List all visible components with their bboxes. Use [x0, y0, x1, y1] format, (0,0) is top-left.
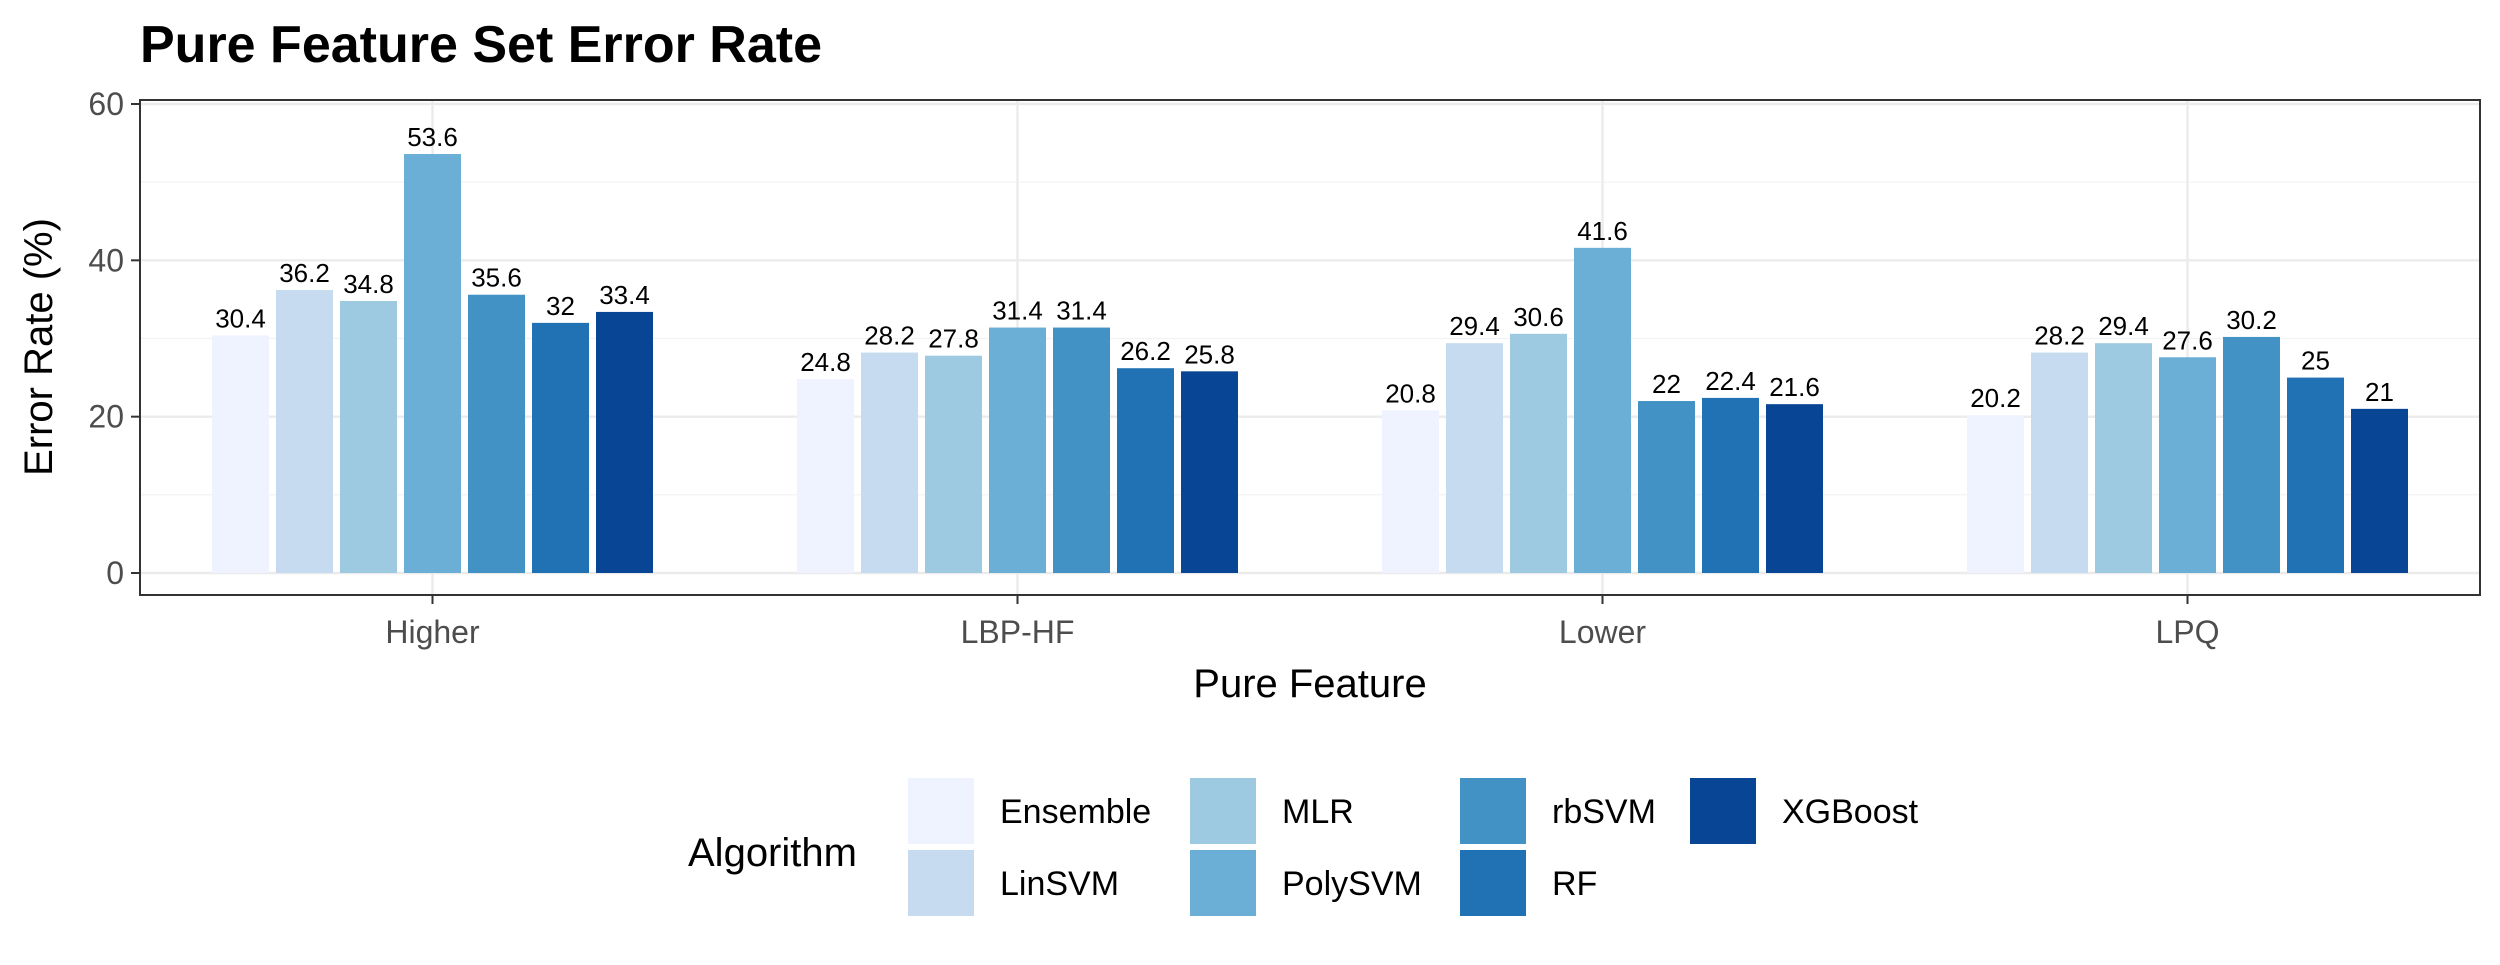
data-labels: 30.4 36.2 34.8 53.6 35.6 32 33.4 24.8 28.2 27.8 31…	[215, 122, 2394, 413]
bar-rbsvm-lpq	[2223, 336, 2280, 573]
y-tick-label: 0	[106, 555, 124, 591]
bar-linsvm-lbp-hf	[861, 352, 918, 573]
legend-swatch	[1690, 778, 1756, 844]
legend-item-ensemble: Ensemble	[908, 778, 1151, 844]
data-label: 20.8	[1385, 378, 1436, 408]
data-label: 24.8	[800, 347, 851, 377]
legend-items: Ensemble LinSVM MLR PolySVM rbSVM RF XGBoost	[908, 778, 1919, 916]
data-label: 27.6	[2162, 325, 2213, 355]
legend-item-rf: RF	[1460, 850, 1597, 916]
legend-swatch	[1190, 850, 1256, 916]
legend-item-rbsvm: rbSVM	[1460, 778, 1656, 844]
data-label: 21.6	[1769, 372, 1820, 402]
bar-xgboost-lower	[1766, 404, 1823, 573]
data-label: 29.4	[2098, 311, 2149, 341]
x-tick-label: Lower	[1559, 614, 1647, 650]
legend-label: MLR	[1282, 793, 1354, 831]
y-axis: 0 20 40 60	[88, 86, 140, 591]
bar-ensemble-lpq	[1967, 415, 2024, 573]
legend: Algorithm Ensemble LinSVM MLR PolySVM rbSVM R…	[688, 778, 1919, 916]
x-tick-label: Higher	[385, 614, 480, 650]
data-label: 31.4	[1056, 296, 1107, 326]
data-label: 34.8	[343, 269, 394, 299]
data-label: 41.6	[1577, 216, 1628, 246]
chart-title: Pure Feature Set Error Rate	[140, 16, 822, 74]
data-label: 35.6	[471, 263, 522, 293]
grid-lines	[140, 100, 2480, 595]
data-label: 30.6	[1513, 302, 1564, 332]
legend-label: rbSVM	[1552, 793, 1656, 831]
bar-linsvm-higher	[276, 290, 333, 573]
bar-polysvm-lower	[1574, 247, 1631, 573]
bar-ensemble-lbp-hf	[797, 379, 854, 573]
legend-item-mlr: MLR	[1190, 778, 1354, 844]
data-label: 29.4	[1449, 311, 1500, 341]
legend-label: RF	[1552, 865, 1597, 903]
legend-item-xgboost: XGBoost	[1690, 778, 1919, 844]
data-label: 27.8	[928, 324, 979, 354]
bar-linsvm-lpq	[2031, 352, 2088, 573]
legend-swatch	[908, 850, 974, 916]
x-axis-title: Pure Feature	[1193, 662, 1426, 706]
bar-polysvm-lbp-hf	[989, 327, 1046, 573]
data-label: 30.4	[215, 303, 266, 333]
legend-swatch	[908, 778, 974, 844]
data-label: 32	[546, 291, 575, 321]
data-label: 22.4	[1705, 366, 1756, 396]
bar-rbsvm-higher	[468, 294, 525, 573]
y-tick-label: 20	[88, 399, 124, 435]
bar-mlr-higher	[340, 300, 397, 573]
bar-rf-higher	[532, 322, 589, 573]
legend-swatch	[1190, 778, 1256, 844]
bars	[212, 154, 2408, 573]
plot-panel	[139, 99, 2481, 596]
bar-mlr-lower	[1510, 333, 1567, 573]
legend-swatch	[1460, 850, 1526, 916]
y-tick-label: 60	[88, 86, 124, 122]
data-label: 36.2	[279, 258, 330, 288]
x-axis: Higher LBP-HF Lower LPQ	[385, 595, 2220, 650]
legend-label: PolySVM	[1282, 865, 1422, 903]
data-label: 25	[2301, 346, 2330, 376]
legend-label: XGBoost	[1782, 793, 1919, 831]
bar-mlr-lbp-hf	[925, 355, 982, 573]
bar-mlr-lpq	[2095, 343, 2152, 573]
data-label: 22	[1652, 369, 1681, 399]
bar-xgboost-lpq	[2351, 408, 2408, 573]
legend-item-polysvm: PolySVM	[1190, 850, 1422, 916]
bar-ensemble-higher	[212, 335, 269, 573]
bar-rf-lpq	[2287, 377, 2344, 573]
data-label: 28.2	[2034, 321, 2085, 351]
legend-title: Algorithm	[688, 831, 857, 875]
legend-label: Ensemble	[1000, 793, 1151, 831]
y-tick-label: 40	[88, 242, 124, 278]
data-label: 21	[2365, 377, 2394, 407]
bar-ensemble-lower	[1382, 410, 1439, 573]
data-label: 33.4	[599, 280, 650, 310]
x-tick-label: LPQ	[2155, 614, 2219, 650]
bar-linsvm-lower	[1446, 343, 1503, 573]
legend-item-linsvm: LinSVM	[908, 850, 1119, 916]
data-label: 25.8	[1184, 339, 1235, 369]
bar-xgboost-higher	[596, 311, 653, 573]
bar-rbsvm-lbp-hf	[1053, 327, 1110, 573]
x-tick-label: LBP-HF	[961, 614, 1075, 650]
data-label: 53.6	[407, 122, 458, 152]
legend-label: LinSVM	[1000, 865, 1119, 903]
data-label: 28.2	[864, 321, 915, 351]
data-label: 26.2	[1120, 336, 1171, 366]
bar-polysvm-higher	[404, 154, 461, 573]
bar-rbsvm-lower	[1638, 401, 1695, 573]
legend-swatch	[1460, 778, 1526, 844]
data-label: 20.2	[1970, 383, 2021, 413]
y-axis-title: Error Rate (%)	[17, 218, 61, 476]
data-label: 30.2	[2226, 305, 2277, 335]
bar-polysvm-lpq	[2159, 357, 2216, 573]
bar-xgboost-lbp-hf	[1181, 371, 1238, 573]
data-label: 31.4	[992, 296, 1043, 326]
bar-rf-lower	[1702, 397, 1759, 573]
bar-rf-lbp-hf	[1117, 368, 1174, 573]
